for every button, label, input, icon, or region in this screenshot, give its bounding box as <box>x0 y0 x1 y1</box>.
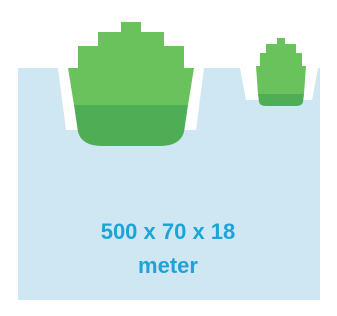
small-ship <box>256 38 306 106</box>
big-ship <box>68 22 194 146</box>
unit: meter <box>138 253 198 278</box>
lock-illustration: 500 x 70 x 18 meter <box>0 0 337 316</box>
dimensions: 500 x 70 x 18 <box>101 219 236 244</box>
page: 500 x 70 x 18 meter (() => { const data … <box>0 0 337 316</box>
